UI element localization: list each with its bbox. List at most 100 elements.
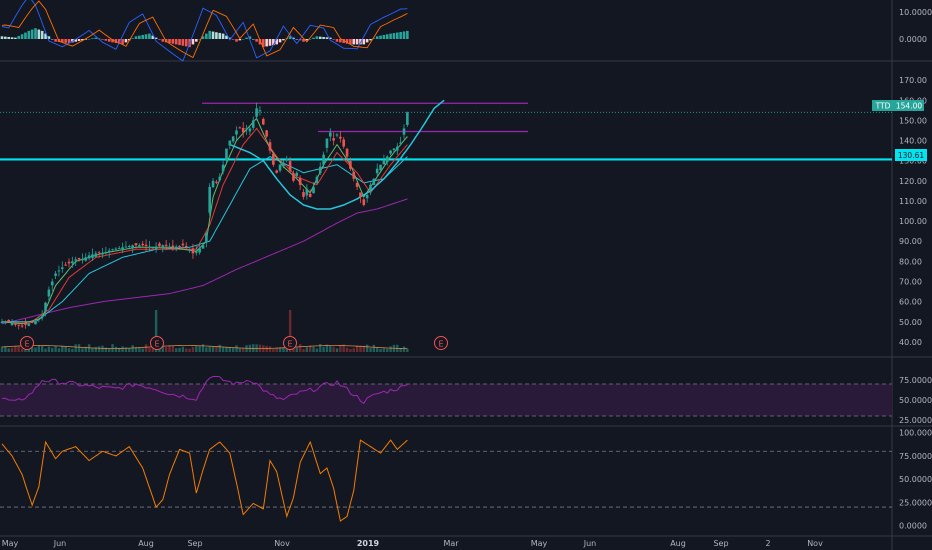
macd-histogram-bar [241,39,245,40]
earnings-marker [150,336,164,350]
macd-histogram-bar [392,33,396,39]
macd-histogram-bar [174,39,178,45]
macd-histogram-bar [265,39,268,47]
macd-histogram-bar [27,30,31,39]
macd-line [1,0,408,62]
macd-histogram-bar [198,39,201,40]
volume-bar [114,346,118,352]
candle-body [375,168,379,174]
candle-body [71,261,74,264]
volume-bar [34,347,37,352]
macd-histogram-bar [124,39,128,43]
price-tick-label: 170.00 [899,76,927,85]
candle-body [211,180,215,188]
macd-histogram-bar [131,38,134,39]
volume-bar [154,310,158,352]
candle-body [34,321,37,325]
support-price-tag: 130.61 [895,149,927,161]
support-level-label: 130.61 [898,151,924,160]
macd-histogram-bar [117,39,121,44]
price-tick-label: 50.00 [899,318,922,327]
macd-histogram-bar [255,39,258,42]
candle-body [268,142,272,151]
volume-bar [144,344,148,352]
candle-body [144,244,148,246]
candle-body [241,127,245,133]
macd-histogram-bar [107,39,111,42]
candle-body [278,164,282,171]
volume-bar [111,344,114,352]
candle-body [205,233,208,242]
candle-body [322,154,325,165]
volume-bar [242,347,245,352]
candle-body [94,253,98,257]
candle-body [332,138,335,141]
candle-body [362,199,366,205]
macd-histogram-bar [342,39,345,44]
month-label: Sep [713,539,728,548]
volume-bar [309,346,312,352]
time-axis[interactable]: May Jun Aug Sep Nov 2019 Mar May Jun Aug Sep 2 Nov [2,539,823,548]
volume-bar [191,346,195,352]
macd-signal-line [1,0,408,59]
price-tick-label: 130.00 [899,157,927,166]
candle-body [228,140,232,146]
candle-body [54,273,57,276]
volume-bar [342,344,345,352]
candle-body [57,270,61,272]
price-axis[interactable]: 40.00 50.00 60.00 70.00 80.00 90.00 100.00 110.… [899,8,932,531]
candle-body [74,259,77,261]
macd-histogram-bar [369,39,372,41]
volume-bar [118,347,121,352]
candle-body [24,322,27,325]
candle-body [158,243,161,246]
ma-short-line [1,117,408,325]
candle-body [402,128,406,135]
year-label: 2019 [357,539,380,548]
macd-histogram-bar [138,35,141,39]
candle-body [4,321,7,323]
macd-histogram-bar [24,32,27,39]
macd-histogram-bar [104,39,108,41]
volume-bar [329,346,332,352]
stochastic-line [1,439,408,522]
candle-body [329,132,332,137]
macd-histogram-bar [355,39,359,45]
macd-histogram-bar [365,39,369,43]
macd-histogram-bar [335,39,339,42]
volume-bar [84,346,87,352]
volume-bar [178,347,181,352]
macd-histogram-bar [308,39,312,40]
volume-bar [195,345,198,352]
macd-histogram-bar [144,34,148,39]
candle-body [262,118,265,125]
earnings-marker-label: E [154,340,159,349]
macd-histogram-bar [181,39,185,46]
volume-bar [61,346,64,352]
volume-bar [64,346,67,352]
volume-bar [319,344,322,352]
candle-body [64,264,67,266]
candle-body [134,243,138,246]
candle-body [308,193,312,197]
month-label: Jun [53,539,67,548]
volume-bar [158,347,161,352]
candle-body [188,249,191,251]
volume-bar [81,348,84,352]
last-price-label: 154.00 [896,102,922,111]
candle-body [258,110,262,112]
macd-histogram-bar [71,39,74,43]
candle-body [117,247,121,249]
price-tick-label: 100.00 [899,217,927,226]
volume-bar [221,346,225,352]
rsi-band-fill [0,384,892,416]
price-tick-label: 140.00 [899,137,927,146]
volume-bar [17,346,20,352]
candle-body [141,243,144,246]
volume-bar [161,345,164,352]
macd-histogram-bar [211,31,215,39]
volume-bar [201,344,205,352]
macd-histogram-bar [258,39,262,45]
macd-histogram-bar [248,36,252,39]
